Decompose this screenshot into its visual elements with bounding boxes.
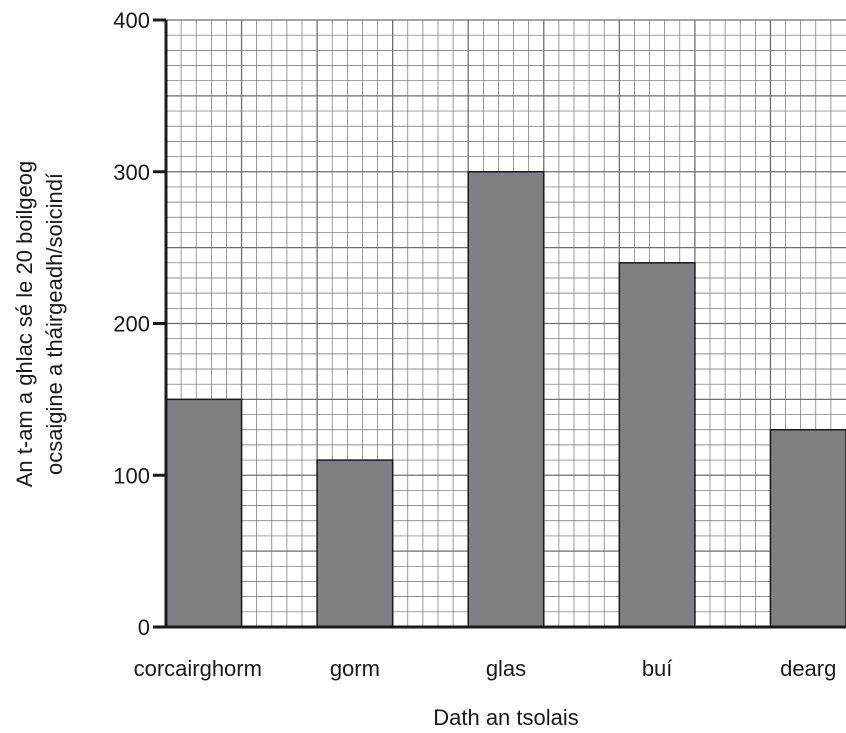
bar-dearg [769, 428, 846, 628]
x-category-label: gorm [330, 656, 380, 681]
bar-corcairghorm [165, 398, 243, 628]
y-tick-label: 300 [113, 160, 150, 185]
y-tick-label: 0 [138, 615, 150, 640]
x-category-labels: corcairghorm gorm glas buí dearg [134, 656, 837, 681]
y-axis-title-line-1: An t-am a ghlac sé le 20 boilgeog [12, 161, 37, 488]
y-axis-title-line-2: ocsaigine a tháirgeadh/soicindí [42, 173, 67, 475]
y-axis-title: An t-am a ghlac sé le 20 boilgeog ocsaig… [12, 161, 67, 488]
x-category-label: dearg [780, 656, 836, 681]
x-category-label: glas [486, 656, 526, 681]
x-category-label: corcairghorm [134, 656, 262, 681]
x-category-label: buí [642, 656, 673, 681]
bars [165, 171, 846, 628]
bar-gorm [316, 459, 394, 628]
y-ticks: 0 100 200 300 400 [113, 8, 166, 640]
y-tick-label: 400 [113, 8, 150, 33]
y-tick-label: 200 [113, 312, 150, 337]
x-axis-title: Dath an tsolais [433, 705, 579, 730]
bar-buí [618, 262, 696, 628]
bar-glas [467, 171, 545, 628]
y-tick-label: 100 [113, 463, 150, 488]
